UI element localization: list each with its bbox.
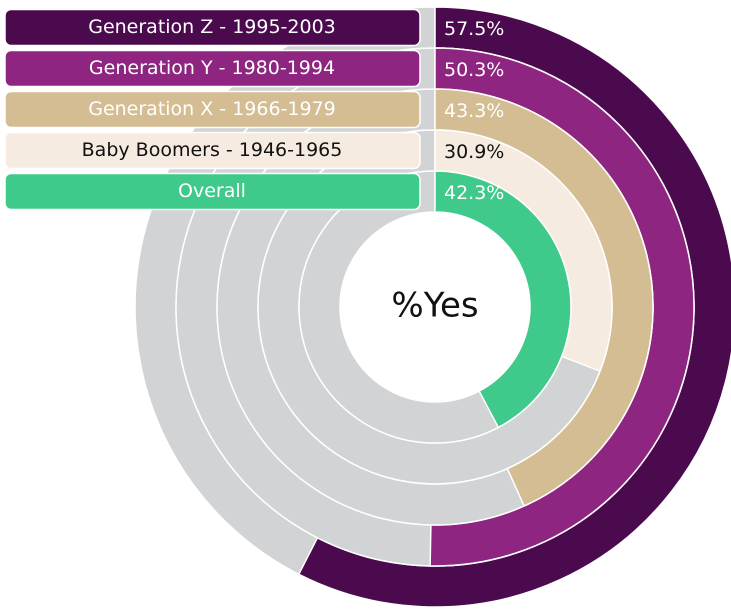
category-label: Overall: [178, 180, 246, 202]
category-label: Generation Z - 1995-2003: [88, 16, 336, 38]
category-label: Baby Boomers - 1946-1965: [82, 139, 343, 161]
legend-box: [4, 8, 421, 47]
category-label: Generation X - 1966-1979: [88, 98, 336, 120]
legend-box: [4, 131, 421, 170]
value-label: 42.3%: [444, 182, 504, 204]
legend-box: [4, 172, 421, 211]
category-label: Generation Y - 1980-1994: [89, 57, 335, 79]
legend-box: [4, 90, 421, 129]
value-label: 43.3%: [444, 100, 504, 122]
center-label: %Yes: [391, 286, 478, 326]
value-label: 57.5%: [444, 18, 504, 40]
value-label: 50.3%: [444, 59, 504, 81]
center-hole: [340, 212, 530, 402]
value-label: 30.9%: [444, 141, 504, 163]
legend-box: [4, 49, 421, 88]
